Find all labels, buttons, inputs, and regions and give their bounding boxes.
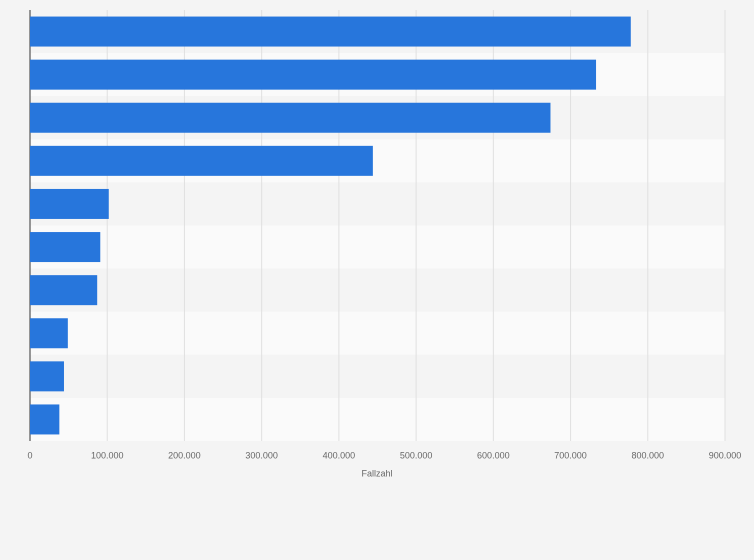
x-tick-label: 100.000 [91,450,124,460]
x-tick-label: 900.000 [709,450,742,460]
bar [30,16,631,47]
row-band [30,397,725,441]
row-band [30,182,725,226]
x-tick-label: 700.000 [554,450,587,460]
row-band [30,268,725,312]
x-axis-label: Fallzahl [361,468,392,478]
bar [30,404,60,435]
x-tick-label: 200.000 [168,450,201,460]
row-band [30,311,725,355]
bar [30,145,373,176]
x-tick-label: 300.000 [245,450,278,460]
x-tick-label: 0 [27,450,32,460]
row-band [30,225,725,269]
bar [30,102,551,133]
bar [30,318,68,349]
x-tick-label: 500.000 [400,450,433,460]
bar [30,361,64,392]
x-tick-label: 400.000 [323,450,356,460]
row-band [30,354,725,398]
bar [30,188,109,219]
bar [30,59,597,90]
bar [30,275,98,306]
x-tick-label: 800.000 [632,450,665,460]
x-tick-label: 600.000 [477,450,510,460]
bar [30,232,101,263]
